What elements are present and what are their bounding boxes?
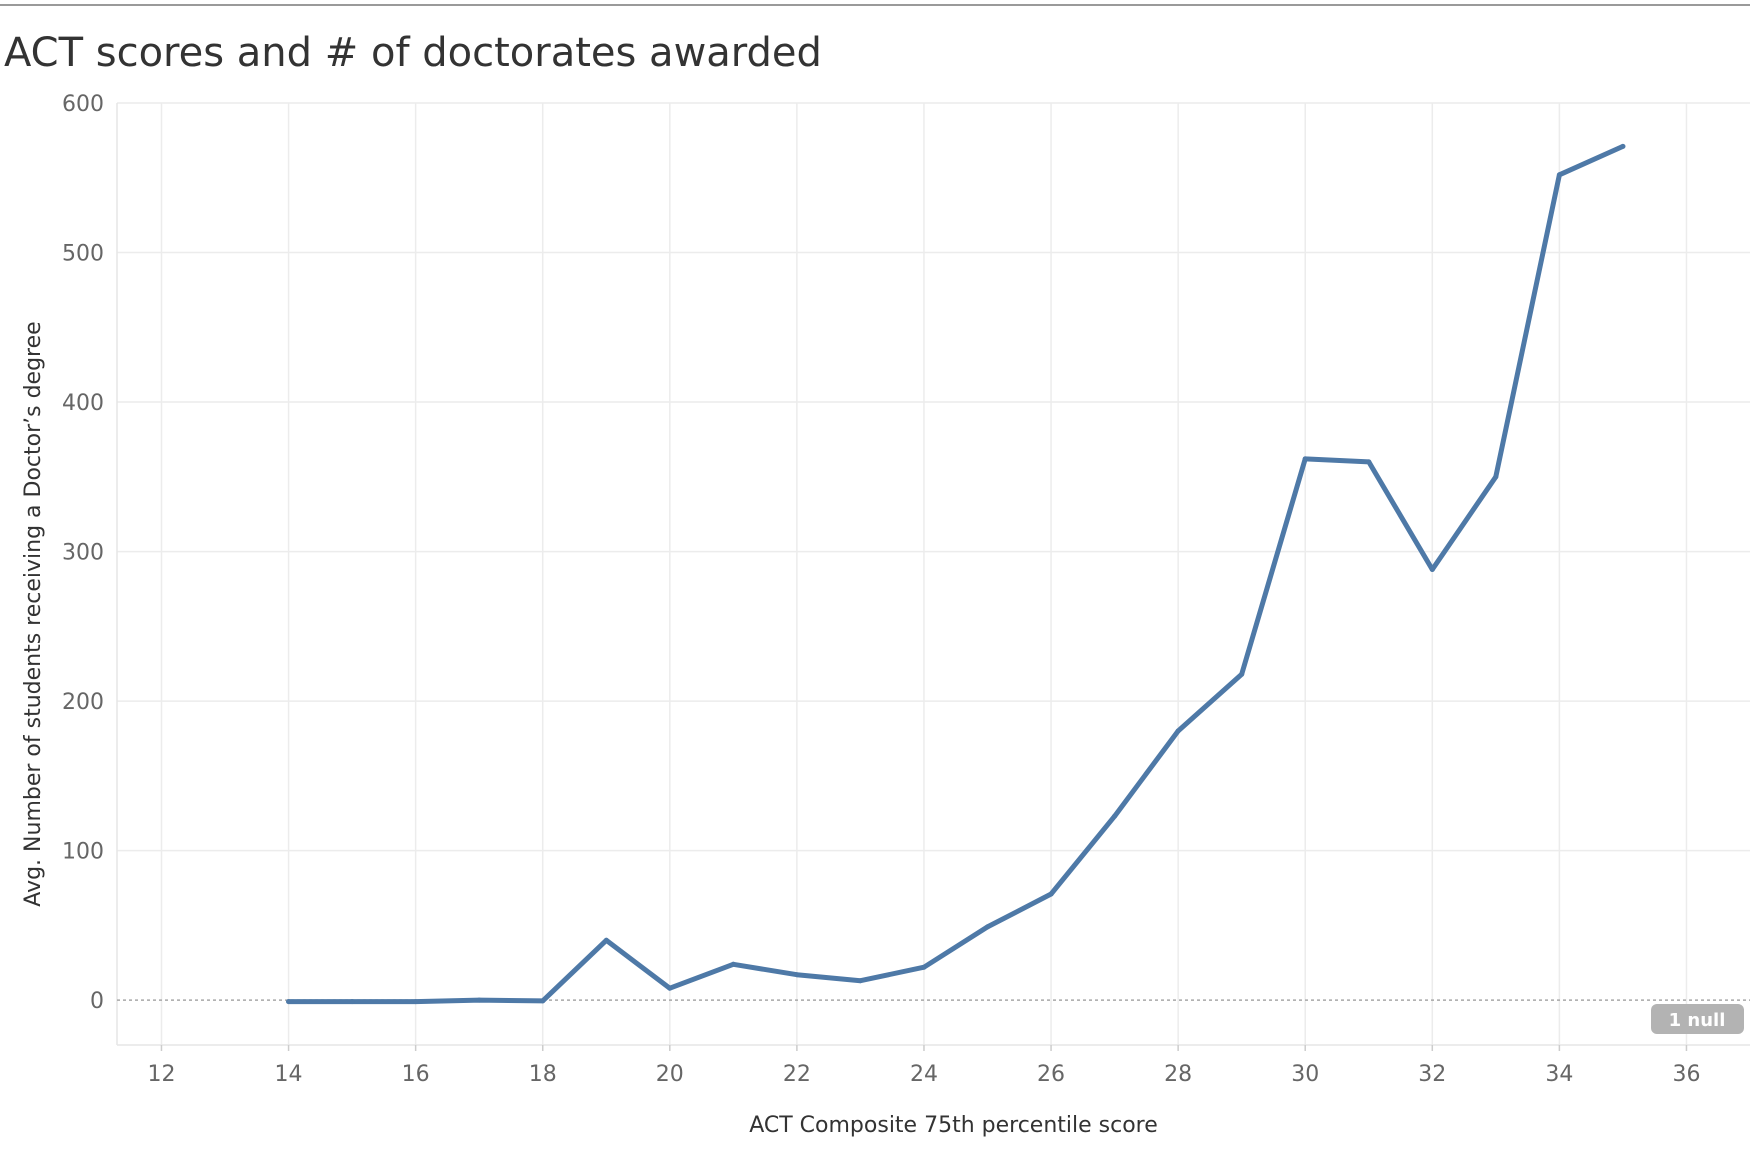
x-tick-label: 36 bbox=[1672, 1062, 1700, 1087]
data-point bbox=[857, 978, 863, 984]
x-tick-label: 28 bbox=[1164, 1062, 1192, 1087]
data-point bbox=[1175, 728, 1181, 734]
data-point bbox=[1493, 474, 1499, 480]
x-tick-label: 34 bbox=[1545, 1062, 1573, 1087]
y-axis-ticks: 0 100 200 300 400 500 600 bbox=[62, 92, 104, 1014]
y-axis-title: Avg. Number of students receiving a Doct… bbox=[21, 321, 46, 906]
x-tick-label: 26 bbox=[1037, 1062, 1065, 1087]
data-point bbox=[1556, 172, 1562, 178]
data-point bbox=[1112, 813, 1118, 819]
y-tick-label: 300 bbox=[62, 541, 104, 566]
data-point bbox=[1048, 891, 1054, 897]
data-point bbox=[476, 997, 482, 1003]
x-tick-label: 18 bbox=[529, 1062, 557, 1087]
y-tick-label: 0 bbox=[90, 989, 104, 1014]
null-indicator[interactable]: 1 null bbox=[1651, 1004, 1744, 1034]
x-tick-label: 24 bbox=[910, 1062, 938, 1087]
data-point bbox=[985, 924, 990, 930]
data-point bbox=[1429, 567, 1435, 572]
x-tick-label: 30 bbox=[1291, 1062, 1319, 1087]
grid bbox=[116, 102, 1750, 1046]
data-points bbox=[286, 143, 1626, 1005]
data-point bbox=[286, 999, 292, 1005]
data-point bbox=[921, 964, 927, 970]
data-point bbox=[1366, 459, 1372, 465]
x-tick-label: 12 bbox=[147, 1062, 175, 1087]
chart-title: ACT scores and # of doctorates awarded bbox=[4, 30, 822, 76]
x-tick-label: 32 bbox=[1418, 1062, 1446, 1087]
y-tick-label: 100 bbox=[62, 840, 104, 865]
data-point bbox=[1620, 143, 1626, 149]
x-axis-title: ACT Composite 75th percentile score bbox=[749, 1113, 1158, 1138]
null-badge-label: 1 null bbox=[1669, 1010, 1726, 1031]
x-tick-label: 20 bbox=[656, 1062, 684, 1087]
data-point bbox=[603, 937, 609, 943]
data-point bbox=[667, 985, 673, 991]
x-axis-ticks: 12 14 16 18 20 22 24 26 28 30 32 34 36 bbox=[147, 1045, 1700, 1087]
top-divider bbox=[0, 4, 1750, 6]
data-point bbox=[413, 999, 419, 1005]
y-tick-label: 200 bbox=[62, 690, 104, 715]
x-tick-label: 14 bbox=[275, 1062, 303, 1087]
x-tick-label: 22 bbox=[783, 1062, 811, 1087]
y-tick-label: 400 bbox=[62, 391, 104, 416]
null-badge[interactable] bbox=[1651, 1004, 1744, 1034]
data-point bbox=[730, 961, 736, 967]
y-tick-label: 600 bbox=[62, 92, 104, 117]
data-point bbox=[1239, 671, 1245, 677]
data-point bbox=[349, 999, 355, 1005]
data-point bbox=[794, 972, 800, 978]
data-point bbox=[1302, 456, 1308, 462]
y-tick-label: 500 bbox=[62, 242, 104, 267]
x-tick-label: 16 bbox=[402, 1062, 430, 1087]
series-line bbox=[286, 143, 1626, 1005]
data-point bbox=[540, 998, 546, 1004]
